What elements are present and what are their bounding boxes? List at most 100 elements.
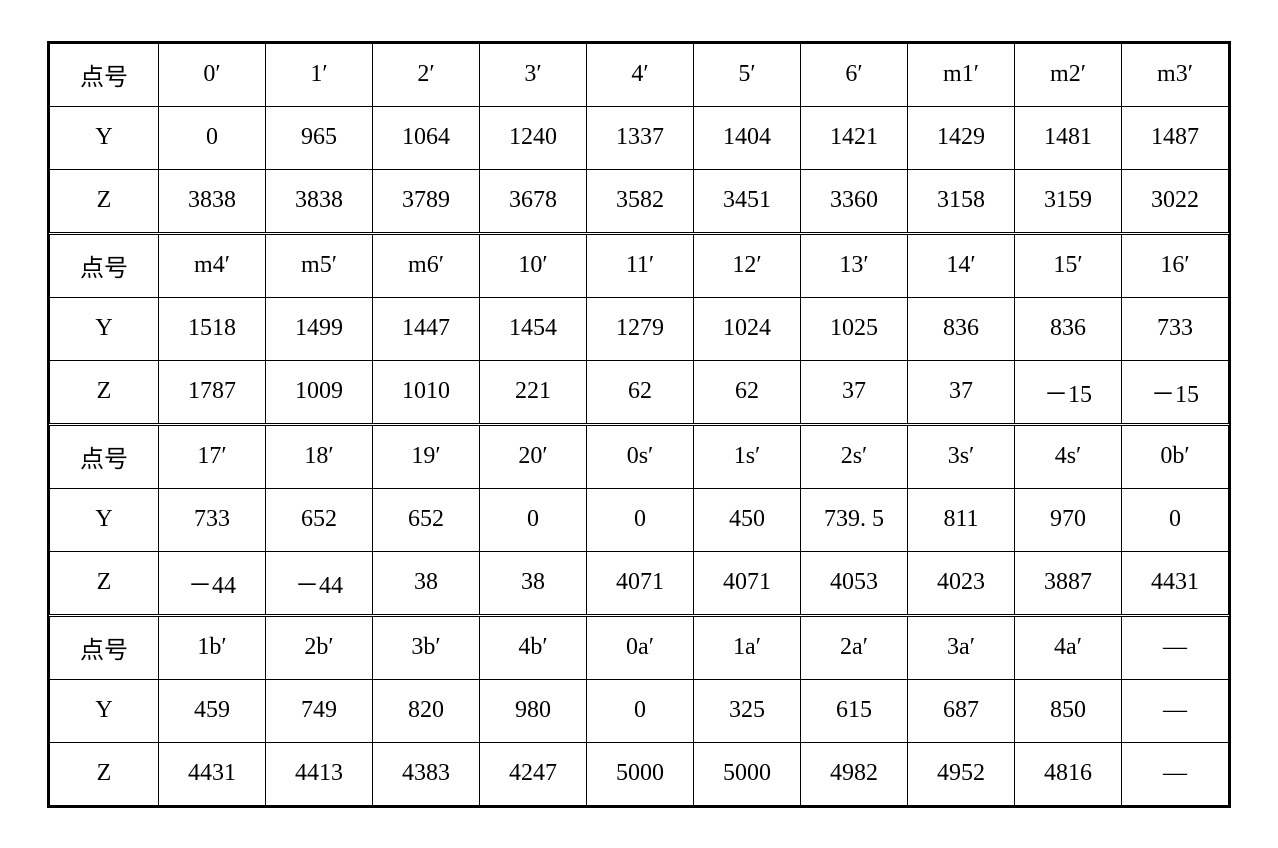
cell: m4′	[159, 233, 266, 297]
cell: －44	[266, 551, 373, 615]
cell: －15	[1015, 360, 1122, 424]
cell: 5000	[587, 742, 694, 805]
cell: 4383	[373, 742, 480, 805]
cell: 1s′	[694, 424, 801, 488]
cell: 19′	[373, 424, 480, 488]
cell: 4431	[159, 742, 266, 805]
row-label: Z	[50, 742, 159, 805]
cell: 38	[480, 551, 587, 615]
table-row: Y1518149914471454127910241025836836733	[50, 297, 1229, 360]
cell: 0	[587, 488, 694, 551]
cell: 62	[694, 360, 801, 424]
cell: 749	[266, 679, 373, 742]
cell: 965	[266, 106, 373, 169]
table-row: Y096510641240133714041421142914811487	[50, 106, 1229, 169]
cell: 15′	[1015, 233, 1122, 297]
cell: 4a′	[1015, 615, 1122, 679]
cell: 980	[480, 679, 587, 742]
cell: 3582	[587, 169, 694, 233]
cell: 2b′	[266, 615, 373, 679]
cell: 0	[587, 679, 694, 742]
cell: 652	[373, 488, 480, 551]
cell: 652	[266, 488, 373, 551]
cell: 6′	[801, 43, 908, 106]
cell: 850	[1015, 679, 1122, 742]
cell: 325	[694, 679, 801, 742]
cell: —	[1122, 615, 1229, 679]
cell: 739. 5	[801, 488, 908, 551]
cell: 4247	[480, 742, 587, 805]
cell: —	[1122, 679, 1229, 742]
cell: 14′	[908, 233, 1015, 297]
cell: 4816	[1015, 742, 1122, 805]
cell: 836	[908, 297, 1015, 360]
row-label: 点号	[50, 424, 159, 488]
cell: 3360	[801, 169, 908, 233]
cell: 0s′	[587, 424, 694, 488]
cell: 1429	[908, 106, 1015, 169]
row-label: 点号	[50, 43, 159, 106]
cell: 4413	[266, 742, 373, 805]
cell: 615	[801, 679, 908, 742]
cell: 1518	[159, 297, 266, 360]
cell: 450	[694, 488, 801, 551]
cell: 3838	[266, 169, 373, 233]
cell: 17′	[159, 424, 266, 488]
cell: 0a′	[587, 615, 694, 679]
cell: 2a′	[801, 615, 908, 679]
cell: 1010	[373, 360, 480, 424]
cell: 4′	[587, 43, 694, 106]
cell: 0	[480, 488, 587, 551]
cell: 733	[1122, 297, 1229, 360]
row-label: 点号	[50, 233, 159, 297]
table-row: Z－44－443838407140714053402338874431	[50, 551, 1229, 615]
cell: 459	[159, 679, 266, 742]
cell: 4023	[908, 551, 1015, 615]
cell: 733	[159, 488, 266, 551]
table-row: 点号0′1′2′3′4′5′6′m1′m2′m3′	[50, 43, 1229, 106]
row-label: 点号	[50, 615, 159, 679]
cell: 37	[801, 360, 908, 424]
cell: m5′	[266, 233, 373, 297]
cell: m3′	[1122, 43, 1229, 106]
cell: 10′	[480, 233, 587, 297]
table-row: 点号17′18′19′20′0s′1s′2s′3s′4s′0b′	[50, 424, 1229, 488]
cell: 3158	[908, 169, 1015, 233]
row-label: Z	[50, 551, 159, 615]
table-row: Z383838383789367835823451336031583159302…	[50, 169, 1229, 233]
row-label: Y	[50, 488, 159, 551]
cell: 3′	[480, 43, 587, 106]
cell: 1404	[694, 106, 801, 169]
cell: 0	[1122, 488, 1229, 551]
cell: 12′	[694, 233, 801, 297]
cell: 38	[373, 551, 480, 615]
cell: —	[1122, 742, 1229, 805]
cell: 811	[908, 488, 1015, 551]
cell: 4s′	[1015, 424, 1122, 488]
cell: 970	[1015, 488, 1122, 551]
cell: 3022	[1122, 169, 1229, 233]
table-row: Z443144134383424750005000498249524816—	[50, 742, 1229, 805]
table-row: Y73365265200450739. 58119700	[50, 488, 1229, 551]
cell: 4b′	[480, 615, 587, 679]
cell: 0b′	[1122, 424, 1229, 488]
cell: 1421	[801, 106, 908, 169]
cell: 1009	[266, 360, 373, 424]
table-row: Y4597498209800325615687850—	[50, 679, 1229, 742]
cell: 5′	[694, 43, 801, 106]
cell: 18′	[266, 424, 373, 488]
cell: 37	[908, 360, 1015, 424]
cell: 1454	[480, 297, 587, 360]
row-label: Y	[50, 679, 159, 742]
cell: 13′	[801, 233, 908, 297]
cell: 3s′	[908, 424, 1015, 488]
cell: 3838	[159, 169, 266, 233]
cell: 1787	[159, 360, 266, 424]
cell: 11′	[587, 233, 694, 297]
cell: 1337	[587, 106, 694, 169]
cell: 820	[373, 679, 480, 742]
cell: 1064	[373, 106, 480, 169]
cell: 16′	[1122, 233, 1229, 297]
cell: 687	[908, 679, 1015, 742]
cell: －15	[1122, 360, 1229, 424]
